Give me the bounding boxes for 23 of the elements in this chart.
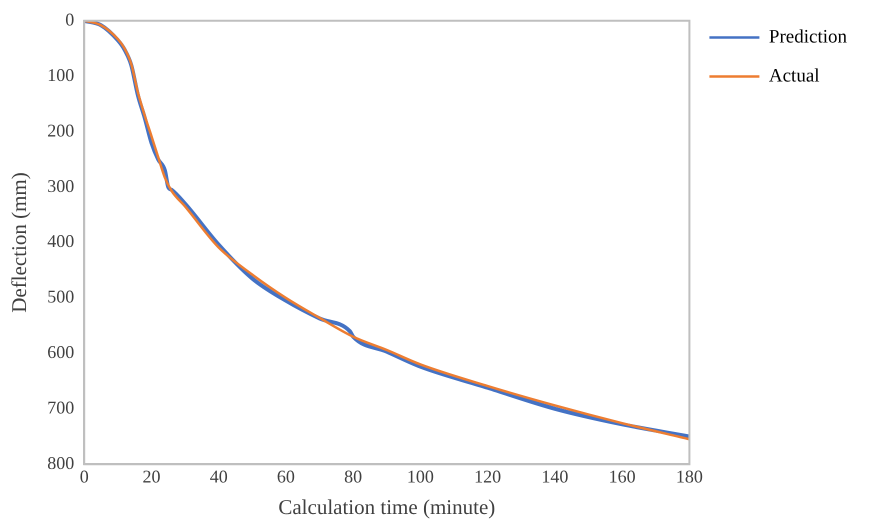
y-tick-label: 500 [47, 286, 74, 307]
y-tick-label: 200 [47, 120, 74, 140]
x-tick-label: 60 [276, 466, 295, 487]
legend-label: Prediction [768, 26, 848, 48]
y-axis-title: Deflection (mm) [7, 172, 32, 313]
x-tick-label: 80 [344, 466, 362, 487]
x-tick-label: 100 [406, 466, 434, 487]
y-tick-label: 700 [47, 398, 74, 418]
x-tick-label: 160 [608, 466, 636, 487]
y-tick-label: 100 [47, 64, 74, 85]
legend-label: Actual [768, 65, 820, 86]
y-tick-label: 600 [47, 342, 74, 362]
y-tick-label: 0 [65, 10, 74, 30]
x-tick-label: 40 [210, 466, 228, 487]
x-tick-label: 20 [142, 466, 160, 487]
y-tick-label: 400 [47, 231, 74, 252]
x-tick-label: 0 [80, 466, 89, 487]
x-tick-label: 180 [676, 466, 703, 487]
x-axis-title: Calculation time (minute) [278, 494, 496, 519]
y-tick-label: 800 [47, 452, 74, 473]
x-tick-label: 120 [474, 466, 502, 487]
y-tick-label: 300 [47, 176, 74, 196]
x-tick-label: 140 [541, 466, 568, 487]
